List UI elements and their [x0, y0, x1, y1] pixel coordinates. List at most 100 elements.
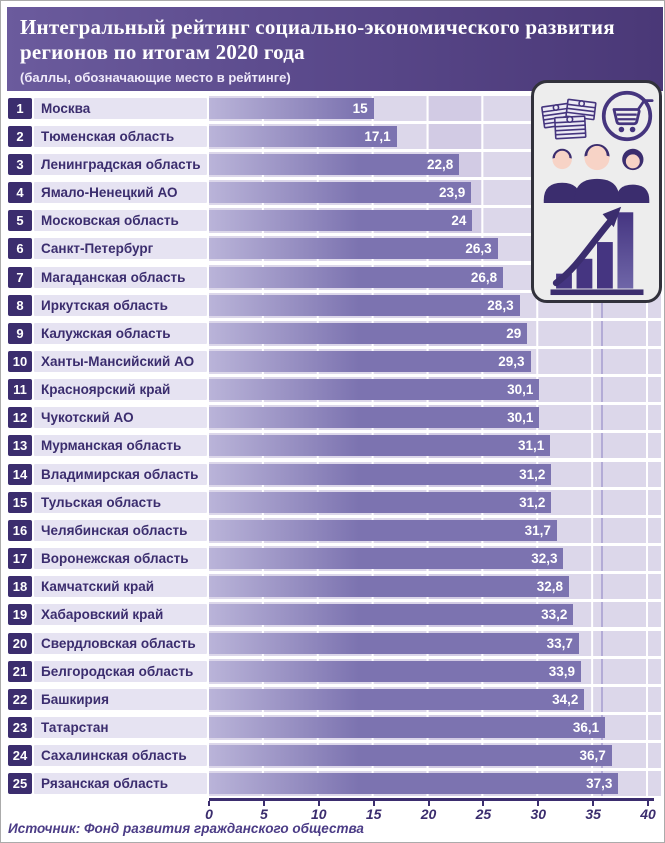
region-label: Сахалинская область — [34, 745, 207, 767]
bar-scale: 30,1 — [209, 377, 648, 403]
vertical-reference-line — [601, 630, 604, 656]
vertical-reference-line — [601, 658, 604, 684]
rank-badge: 2 — [8, 125, 32, 147]
rank-badge: 1 — [8, 97, 32, 119]
x-axis-tick-label: 25 — [475, 806, 492, 822]
bar-scale: 31,2 — [209, 461, 648, 487]
x-axis-scale: 0 5 10 15 20 25 30 35 40 — [205, 798, 656, 828]
bar-scale: 30,1 — [209, 405, 648, 431]
bar: 26,3 — [209, 238, 498, 260]
vertical-reference-line — [601, 292, 604, 318]
bar: 29,3 — [209, 350, 531, 372]
bar-value: 24 — [451, 213, 467, 229]
vertical-reference-line — [601, 517, 604, 543]
table-row: 16 Челябинская область 31,7 — [8, 516, 661, 544]
bar-value: 22,8 — [426, 156, 454, 172]
region-label: Москва — [34, 97, 207, 119]
bar-value: 26,8 — [470, 269, 498, 285]
bar: 31,1 — [209, 435, 551, 457]
bar-value: 30,1 — [507, 382, 534, 398]
region-label: Хабаровский край — [34, 604, 207, 626]
table-row: 11 Красноярский край 30,1 — [8, 376, 661, 404]
x-axis-tick — [317, 800, 320, 806]
vertical-reference-line — [601, 377, 604, 403]
region-label: Владимирская область — [34, 463, 207, 485]
rank-badge: 18 — [8, 576, 32, 598]
region-label: Санкт-Петербург — [34, 238, 207, 260]
rank-badge: 17 — [8, 548, 32, 570]
bar-scale: 28,3 — [209, 292, 648, 318]
x-axis-tick — [262, 800, 265, 806]
team-people-icon — [543, 143, 649, 204]
vertical-reference-line — [601, 320, 604, 346]
bar-track: 37,3 — [209, 771, 661, 797]
x-axis-tick-label: 35 — [585, 806, 601, 822]
rank-badge: 6 — [8, 238, 32, 260]
bar-track: 31,1 — [209, 433, 661, 459]
region-label: Ханты-Мансийский АО — [34, 350, 207, 372]
table-row: 18 Камчатский край 32,8 — [8, 573, 661, 601]
bar: 33,7 — [209, 632, 579, 654]
bar-track: 33,7 — [209, 630, 661, 656]
vertical-reference-line — [601, 433, 604, 459]
x-axis-tick-label: 0 — [205, 806, 213, 822]
rank-badge: 9 — [8, 322, 32, 344]
bar-track: 36,7 — [209, 743, 661, 769]
region-label: Татарстан — [34, 717, 207, 739]
bar-value: 29 — [506, 325, 522, 341]
chart-title-line1: Интегральный рейтинг социально-экономиче… — [20, 15, 615, 39]
bar-value: 36,7 — [579, 748, 606, 764]
rank-badge: 14 — [8, 463, 32, 485]
bar-scale: 29,3 — [209, 348, 648, 374]
rank-badge: 11 — [8, 379, 32, 401]
shopping-cart-icon — [602, 90, 654, 142]
table-row: 22 Башкирия 34,2 — [8, 685, 661, 713]
rank-badge: 10 — [8, 350, 32, 372]
bar-value: 23,9 — [439, 185, 466, 201]
table-row: 10 Ханты-Мансийский АО 29,3 — [8, 347, 661, 375]
rank-badge: 13 — [8, 435, 32, 457]
bar: 31,2 — [209, 463, 552, 485]
vertical-reference-line — [601, 602, 604, 628]
growth-chart-icon — [550, 206, 643, 296]
vertical-reference-line — [601, 461, 604, 487]
bar-scale: 36,1 — [209, 715, 648, 741]
bar-track: 33,9 — [209, 658, 661, 684]
bar-track: 31,2 — [209, 489, 661, 515]
bar-value: 33,2 — [541, 607, 568, 623]
bar-track: 32,3 — [209, 546, 661, 572]
bar-scale: 37,3 — [209, 771, 648, 797]
vertical-reference-line — [601, 348, 604, 374]
x-axis-tick-label: 30 — [530, 806, 547, 822]
bar-value: 15 — [352, 100, 368, 116]
x-axis-tick — [208, 800, 210, 806]
rank-badge: 23 — [8, 717, 32, 739]
rank-badge: 24 — [8, 745, 32, 767]
rank-badge: 3 — [8, 153, 32, 175]
vertical-reference-line — [601, 489, 604, 515]
table-row: 19 Хабаровский край 33,2 — [8, 601, 661, 629]
bar: 36,1 — [209, 717, 606, 739]
bar: 32,3 — [209, 548, 564, 570]
bar: 23,9 — [209, 182, 472, 204]
vertical-reference-line — [601, 574, 604, 600]
bar-value: 17,1 — [364, 128, 391, 144]
bar: 31,2 — [209, 491, 552, 513]
rank-badge: 5 — [8, 210, 32, 232]
region-label: Ленинградская область — [34, 153, 207, 175]
x-axis-tick — [647, 800, 649, 806]
x-axis-tick-label: 5 — [259, 806, 268, 822]
bar-scale: 36,7 — [209, 743, 648, 769]
bar-scale: 33,9 — [209, 658, 648, 684]
bar-track: 29,3 — [209, 348, 661, 374]
x-axis-tick — [592, 800, 595, 806]
shaded-band-20-25 — [428, 95, 482, 121]
bar-scale: 34,2 — [209, 686, 648, 712]
rank-badge: 4 — [8, 182, 32, 204]
region-label: Тульская область — [34, 491, 207, 513]
money-stacks-icon — [540, 98, 597, 140]
bar-track: 32,8 — [209, 574, 661, 600]
region-label: Белгородская область — [34, 660, 207, 682]
region-label: Тюменская область — [34, 125, 207, 147]
bar-value: 33,9 — [548, 663, 576, 679]
